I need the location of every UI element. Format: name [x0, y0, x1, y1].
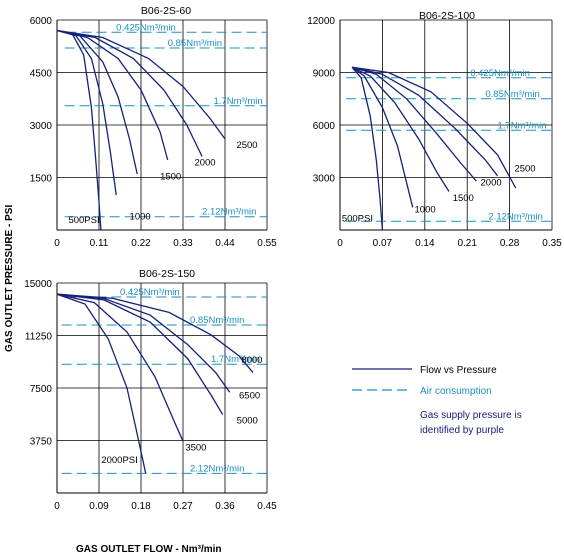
flow-curve	[351, 66, 384, 231]
x-axis-title: GAS OUTLET FLOW - Nm³/min	[76, 544, 222, 554]
air-consumption-label: 0.85Nm³/min	[168, 38, 222, 49]
y-tick-label: 6000	[313, 121, 336, 132]
supply-pressure-label: 1500	[453, 193, 474, 204]
chart-title: B06-2S-60	[141, 5, 191, 17]
supply-pressure-label: 500PSI	[342, 213, 373, 224]
flow-curve	[56, 29, 102, 231]
legend-note-line2: identified by purple	[420, 425, 504, 436]
x-tick-label: 0	[337, 238, 343, 249]
flow-curve	[351, 66, 477, 182]
y-tick-label: 12000	[307, 16, 335, 27]
chart-b06-2s-60: B06-2S-60 0 0.11 0.22 0.33 0.44 0.55 1500 3000 45…	[30, 5, 277, 249]
air-consumption-label: 0.425Nm³/min	[120, 287, 180, 298]
supply-pressure-label: 5000	[237, 416, 258, 427]
chart-title: B06-2S-150	[139, 268, 195, 280]
x-tick-label: 0.55	[257, 238, 277, 249]
y-tick-label: 4500	[30, 69, 53, 80]
supply-pressure-label: 8000	[241, 355, 262, 366]
legend-flow-label: Flow vs Pressure	[420, 365, 497, 376]
supply-pressure-label: 2000PSI	[101, 455, 137, 466]
air-consumption-label: 2.12Nm³/min	[488, 211, 542, 222]
supply-pressure-label: 2500	[514, 163, 535, 174]
flow-curve	[56, 29, 169, 161]
legend-note-line1: Gas supply pressure is	[420, 410, 522, 421]
supply-pressure-label: 1000	[415, 205, 436, 216]
x-tick-label: 0.18	[131, 501, 151, 512]
air-consumption-label: 0.425Nm³/min	[470, 68, 530, 79]
flow-curve	[351, 66, 414, 208]
air-consumption-label: 0.85Nm³/min	[190, 315, 244, 326]
chart-b06-2s-150: B06-2S-150 0 0.09 0.18 0.27 0.36 0.45 3750 7500 1…	[24, 268, 277, 512]
air-consumption-label: 2.12Nm³/min	[190, 463, 244, 474]
supply-pressure-label: 1000	[130, 212, 151, 223]
y-tick-label: 3750	[30, 437, 53, 448]
flow-curve	[352, 66, 517, 189]
supply-pressure-label: 2000	[194, 157, 215, 168]
x-tick-label: 0.21	[457, 238, 477, 249]
air-consumption-label: 1.7Nm³/min	[214, 96, 263, 107]
flow-curve	[56, 293, 147, 474]
x-tick-label: 0.35	[542, 238, 562, 249]
supply-pressure-label: 500PSI	[68, 215, 99, 226]
supply-pressure-label: 2000	[481, 177, 502, 188]
flow-curve	[56, 29, 203, 157]
y-tick-label: 6000	[30, 16, 53, 27]
flow-curve	[56, 293, 184, 442]
air-consumption-label: 1.7Nm³/min	[497, 120, 546, 131]
y-tick-label: 7500	[30, 384, 53, 395]
flow-curve	[56, 29, 138, 175]
x-tick-label: 0.36	[215, 501, 235, 512]
supply-pressure-label: 3500	[185, 442, 206, 453]
supply-pressure-label: 6500	[239, 391, 260, 402]
x-tick-label: 0.11	[90, 238, 109, 249]
flow-curve	[56, 293, 224, 415]
x-tick-label: 0	[54, 501, 60, 512]
y-axis-title: GAS OUTLET PRESSURE - PSI	[4, 205, 15, 352]
y-tick-label: 1500	[30, 174, 53, 185]
x-tick-label: 0.33	[173, 238, 193, 249]
y-tick-label: 3000	[30, 121, 53, 132]
x-tick-label: 0.27	[173, 501, 193, 512]
supply-pressure-label: 1500	[160, 171, 181, 182]
x-tick-label: 0.07	[373, 238, 393, 249]
x-tick-label: 0.09	[89, 501, 109, 512]
chart-title: B06-2S-100	[419, 10, 475, 22]
flow-curve	[56, 29, 226, 140]
x-tick-label: 0	[54, 238, 60, 249]
y-tick-label: 3000	[313, 174, 336, 185]
air-consumption-label: 1.7Nm³/min	[211, 354, 260, 365]
x-tick-label: 0.14	[415, 238, 435, 249]
air-consumption-label: 0.85Nm³/min	[485, 89, 539, 100]
supply-pressure-label: 2500	[236, 140, 257, 151]
flow-curve	[351, 66, 450, 192]
flow-curve	[56, 29, 117, 196]
y-tick-label: 9000	[313, 69, 336, 80]
flow-curve	[56, 293, 231, 393]
x-tick-label: 0.44	[215, 238, 235, 249]
flow-curve	[56, 293, 254, 374]
x-tick-label: 0.45	[257, 501, 277, 512]
flow-curve	[351, 66, 499, 177]
y-tick-label: 15000	[24, 279, 52, 290]
y-tick-label: 11250	[25, 332, 53, 343]
legend: Flow vs Pressure Air consumption Gas sup…	[352, 365, 522, 436]
legend-air-label: Air consumption	[420, 386, 492, 397]
chart-b06-2s-100: B06-2S-100 0 0.07 0.14 0.21 0.28 0.35 3000 6000 9…	[307, 10, 562, 249]
air-consumption-label: 0.425Nm³/min	[116, 22, 176, 33]
air-consumption-label: 2.12Nm³/min	[202, 207, 256, 218]
x-tick-label: 0.22	[131, 238, 151, 249]
x-tick-label: 0.28	[500, 238, 520, 249]
